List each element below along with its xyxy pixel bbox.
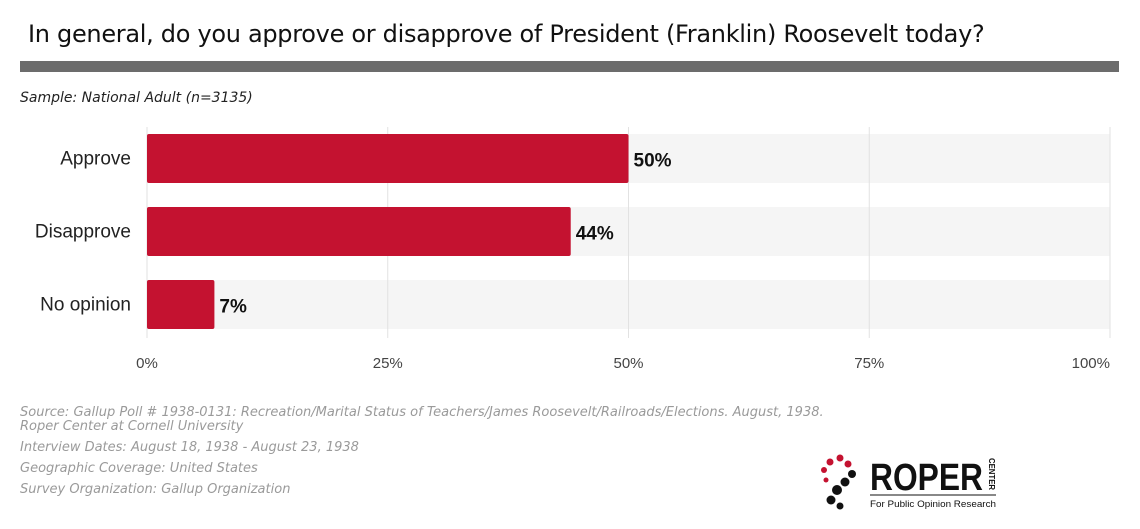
bar <box>147 207 571 256</box>
org-line: Roper Center at Cornell University <box>20 419 244 434</box>
source-line: Source: Gallup Poll # 1938-0131: Recreat… <box>20 405 824 420</box>
data-label: 44% <box>576 224 614 245</box>
bar <box>147 134 629 183</box>
category-label: Disapprove <box>35 222 131 243</box>
roper-logo-name: ROPER <box>870 457 983 499</box>
category-label: No opinion <box>40 295 131 316</box>
tick-label: 100% <box>1072 355 1110 372</box>
survey-org-line: Survey Organization: Gallup Organization <box>20 482 291 497</box>
title-divider <box>20 61 1119 72</box>
category-label: Approve <box>60 149 131 170</box>
tick-label: 25% <box>373 355 403 372</box>
source-footer: Source: Gallup Poll # 1938-0131: Recreat… <box>20 406 824 497</box>
roper-logo-tagline: For Public Opinion Research <box>870 499 996 510</box>
tick-label: 0% <box>136 355 158 372</box>
tick-label: 75% <box>854 355 884 372</box>
bar <box>147 280 215 329</box>
chart-title: In general, do you approve or disapprove… <box>28 20 985 48</box>
data-label: 7% <box>219 297 247 318</box>
dates-line: Interview Dates: August 18, 1938 - Augus… <box>20 440 359 455</box>
bar-chart: Approve 50% Disapprove 44% No opinion 7% 0% 25%… <box>35 127 1111 372</box>
roper-logo-center: CENTER <box>987 458 996 490</box>
roper-logo-mark-icon <box>821 454 856 510</box>
roper-logo: ROPER CENTER For Public Opinion Research <box>821 454 996 510</box>
coverage-line: Geographic Coverage: United States <box>20 461 258 476</box>
data-label: 50% <box>634 151 672 172</box>
tick-label: 50% <box>613 355 643 372</box>
sample-note: Sample: National Adult (n=3135) <box>20 90 253 106</box>
